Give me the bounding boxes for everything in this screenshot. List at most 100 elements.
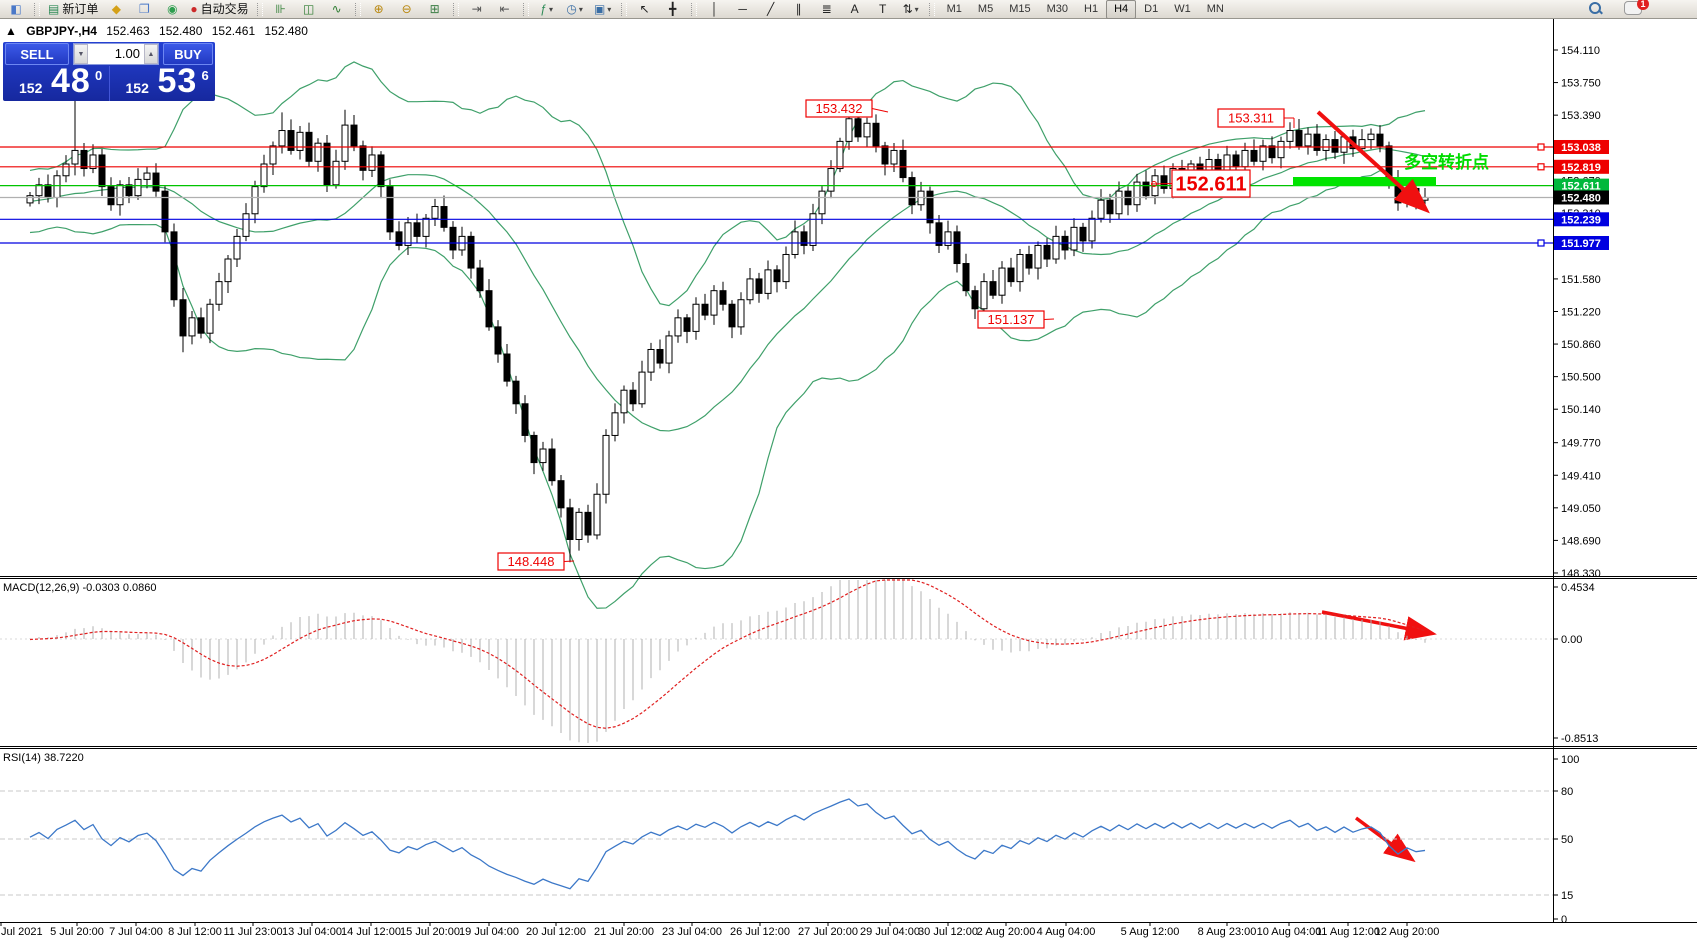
chevron-down-icon[interactable]: ▾ [548,4,553,14]
candlestick-mode-icon: ◫ [302,1,315,16]
svg-text:152.239: 152.239 [1561,214,1601,226]
svg-text:150.860: 150.860 [1561,339,1601,351]
text-button[interactable]: A [841,0,869,19]
collapse-arrow-icon[interactable]: ▲ [5,24,17,38]
price-axis: 154.110153.750153.390153.030152.670152.3… [1553,45,1609,580]
horizontal-line-button[interactable]: ─ [729,0,757,19]
fibonacci-button: ≣ [821,1,832,16]
tile-windows-icon: ⊞ [429,1,440,16]
zoom-in-button[interactable]: ⊕ [365,0,393,19]
macd-indicator-label: MACD(12,26,9) -0.0303 0.0860 [3,582,156,594]
bar-chart-mode-icon[interactable]: ⊪ [267,0,295,19]
svg-text:0.00: 0.00 [1561,634,1582,646]
line-chart-mode-icon[interactable]: ∿ [323,0,351,19]
sell-button[interactable]: SELL [5,43,69,65]
chevron-down-icon[interactable]: ▾ [914,4,919,14]
rsi-indicator-label: RSI(14) 38.7220 [3,752,84,764]
sell-price[interactable]: 152 48 0 [3,62,110,101]
macd-pane [0,579,1553,743]
toolbar-separator [354,2,361,16]
timeframe-w1[interactable]: W1 [1174,2,1191,15]
time-axis-label: 14 Jul 12:00 [341,926,401,938]
templates-button: ▣ [593,1,606,16]
timeframe-h1[interactable]: H1 [1084,2,1099,15]
equidistant-channel-button[interactable]: ∥ [785,0,813,19]
chevron-down-icon[interactable]: ▾ [578,4,583,14]
new-order-button-label: 新订单 [62,1,99,16]
timeframe-m5[interactable]: M5 [977,2,994,15]
chart-shift-button[interactable]: ⇥ [463,0,491,19]
timeframe-m30[interactable]: M30 [1046,2,1068,15]
chevron-down-icon[interactable]: ▾ [607,4,612,14]
cursor-button[interactable]: ↖ [631,0,659,19]
svg-text:153.311: 153.311 [1228,111,1274,126]
timeframe-d1[interactable]: D1 [1144,2,1159,15]
timeframe-m1[interactable]: M1 [946,2,962,15]
time-axis-label: 30 Jul 12:00 [918,926,978,938]
vertical-line-button[interactable]: │ [701,0,729,19]
notifications-icon[interactable]: 1 [1624,0,1649,15]
quote-close: 152.480 [264,24,308,38]
zoom-out-button[interactable]: ⊖ [393,0,421,19]
text-button: A [850,1,859,16]
svg-text:151.977: 151.977 [1561,238,1601,250]
svg-text:148.690: 148.690 [1561,535,1601,547]
new-order-button[interactable]: ▤ 新订单 [44,0,102,19]
buy-price[interactable]: 152 53 6 [110,62,216,101]
templates-button[interactable]: ▣ ▾ [589,0,617,19]
svg-text:148.330: 148.330 [1561,568,1601,580]
toolbar-separator [452,2,459,16]
buy-price-prefix: 152 [125,80,149,96]
volume-increase-button[interactable]: ▲ [144,44,158,64]
arrows-button[interactable]: ⇅ ▾ [897,0,925,19]
timeframe-h4[interactable]: H4 [1106,0,1137,19]
eraser-icon: ◆ [111,1,121,16]
time-axis-label: 20 Jul 12:00 [526,926,586,938]
trade-panel-controls: SELL ▼ 1.00 ▲ BUY [3,42,215,66]
fibonacci-button[interactable]: ≣ [813,0,841,19]
price-axis-tag: 152.480 [1554,190,1609,205]
terminal-icon: ◧ [10,1,22,16]
cursor-button: ↖ [639,1,650,16]
price-axis-tag: 152.611 [1554,178,1609,193]
line-chart-mode-icon: ∿ [331,1,342,16]
svg-text:154.110: 154.110 [1561,45,1600,57]
signals-icon: ◉ [167,1,178,16]
autotrading-button[interactable]: ● 自动交易 [186,0,252,19]
timeframe-m15[interactable]: M15 [1009,2,1031,15]
notification-badge: 1 [1637,0,1649,10]
candlestick-mode-icon[interactable]: ◫ [295,0,323,19]
chart-autoscroll-button: ⇤ [499,1,510,16]
volume-decrease-button[interactable]: ▼ [74,44,88,64]
charts-window-icon[interactable]: ❐ [130,0,158,19]
indicators-button[interactable]: ƒ ▾ [533,0,561,19]
autotrading-button-label: 自动交易 [200,1,249,16]
crosshair-button[interactable]: ╋ [659,0,687,19]
trendline-button[interactable]: ╱ [757,0,785,19]
svg-text:150.140: 150.140 [1561,404,1601,416]
sell-price-sup: 0 [95,68,103,83]
vertical-line-button: │ [710,1,719,16]
signals-icon[interactable]: ◉ [158,0,186,19]
toolbar-separator [522,2,529,16]
buy-price-sup: 6 [201,68,209,83]
price-axis-tag: 152.819 [1554,159,1609,174]
eraser-icon[interactable]: ◆ [102,0,130,19]
price-tag-annotation: 152.611 [1151,169,1251,198]
timeframe-mn[interactable]: MN [1206,2,1224,15]
annotations-layer: 多空转折点 153.432 153.311 152.611 151.137 148.448 [497,99,1489,863]
text-label-button[interactable]: T [869,0,897,19]
chart-autoscroll-button[interactable]: ⇤ [491,0,519,19]
new-order-button: ▤ [48,1,60,16]
price-tag-annotation: 151.137 [977,310,1055,329]
red-trend-arrow [1316,110,1430,214]
horizontal-line-button: ─ [738,1,747,16]
tile-windows-icon[interactable]: ⊞ [421,0,449,19]
time-axis-label: 8 Aug 23:00 [1198,926,1257,938]
search-icon[interactable] [1589,1,1602,15]
periods-button[interactable]: ◷ ▾ [561,0,589,19]
volume-value[interactable]: 1.00 [114,46,140,61]
buy-button[interactable]: BUY [163,43,213,65]
volume-stepper: ▼ 1.00 ▲ [73,43,159,65]
